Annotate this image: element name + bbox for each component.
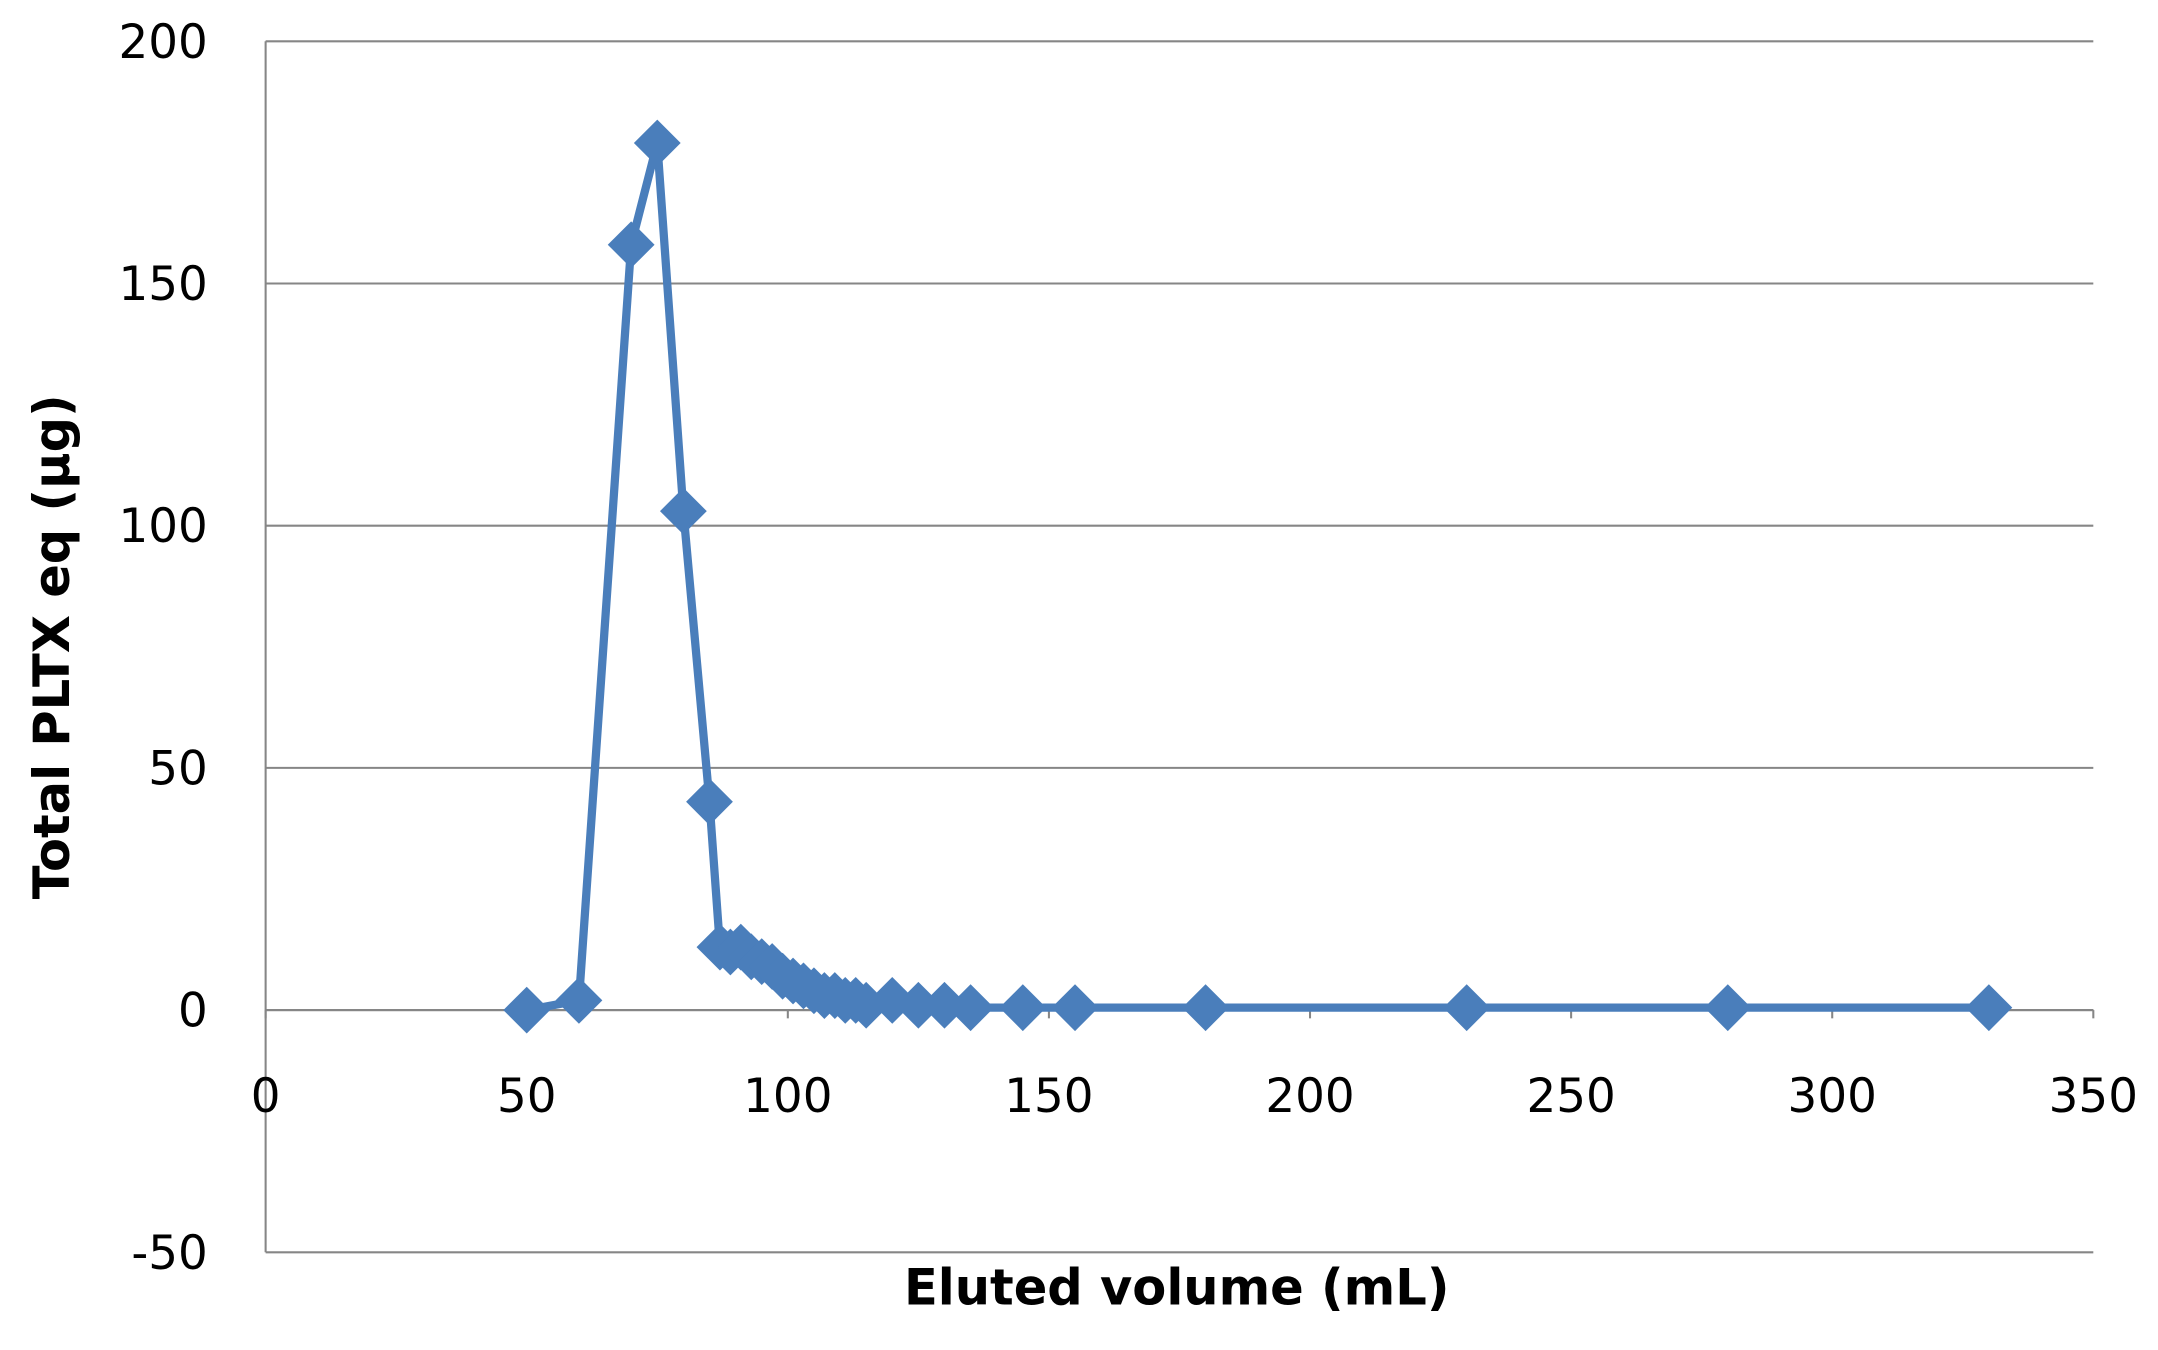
y-tick-label: 150 xyxy=(119,258,208,312)
data-point xyxy=(503,986,551,1034)
x-tick-label: 200 xyxy=(1265,1070,1354,1124)
x-tick-label: 350 xyxy=(2049,1070,2138,1124)
x-tick-label: 300 xyxy=(1788,1070,1877,1124)
y-axis-title: Total PLTX eq (µg) xyxy=(23,394,81,899)
data-line xyxy=(525,138,1989,1015)
data-point xyxy=(1051,984,1099,1032)
x-tick-label: 150 xyxy=(1004,1070,1093,1124)
data-point xyxy=(999,984,1047,1032)
y-tick-label: -50 xyxy=(131,1227,207,1281)
data-point xyxy=(607,221,655,269)
data-point xyxy=(659,487,707,535)
data-point xyxy=(1704,984,1752,1032)
y-tick-label: 50 xyxy=(148,742,208,796)
data-point xyxy=(1443,984,1491,1032)
data-point xyxy=(1965,984,2013,1032)
data-point xyxy=(555,977,603,1024)
x-axis-title: Eluted volume (mL) xyxy=(904,1259,1450,1317)
data-point xyxy=(686,778,733,826)
x-tick-label: 100 xyxy=(743,1070,832,1124)
data-point xyxy=(921,981,968,1029)
y-tick-label: 100 xyxy=(119,500,208,554)
x-tick-label: 0 xyxy=(251,1070,281,1124)
x-tick-label: 250 xyxy=(1526,1070,1615,1124)
data-point xyxy=(1182,984,1229,1032)
y-tick-label: 200 xyxy=(119,16,208,70)
data-point xyxy=(947,984,994,1032)
y-tick-label: 0 xyxy=(178,985,208,1039)
data-point xyxy=(633,119,681,167)
x-tick-label: 50 xyxy=(497,1070,557,1124)
data-point xyxy=(894,981,942,1029)
